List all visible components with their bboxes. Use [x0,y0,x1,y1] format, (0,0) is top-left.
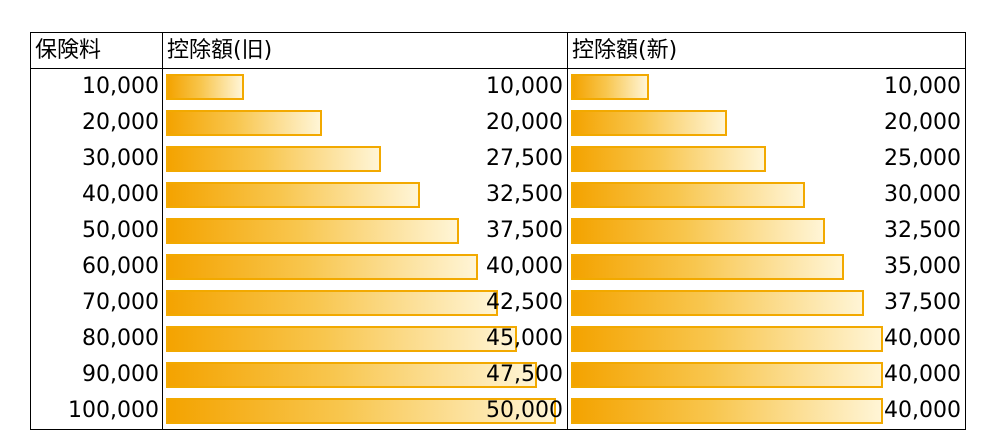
bar-deduction-new [571,326,883,352]
premium-value: 80,000 [82,326,159,351]
premium-value: 50,000 [82,218,159,243]
label-deduction-old: 20,000 [486,110,563,135]
bar-deduction-old [166,290,498,316]
label-deduction-new: 20,000 [884,110,961,135]
label-deduction-new: 40,000 [884,398,961,423]
header-deduction-old: 控除額(旧) [167,38,273,63]
premium-value: 10,000 [82,74,159,99]
label-deduction-old: 10,000 [486,74,563,99]
bar-deduction-new [571,182,805,208]
bar-deduction-old [166,110,322,136]
label-deduction-old: 32,500 [486,182,563,207]
premium-value: 60,000 [82,254,159,279]
bar-deduction-new [571,74,649,100]
bar-deduction-new [571,398,883,424]
header-divider [31,68,965,69]
premium-value: 90,000 [82,362,159,387]
label-deduction-old: 47,500 [486,362,563,387]
premium-value: 40,000 [82,182,159,207]
bar-deduction-old [166,182,420,208]
label-deduction-old: 37,500 [486,218,563,243]
deduction-table: 保険料 控除額(旧) 控除額(新) 10,000 10,000 10,000 20,0… [30,32,966,430]
premium-value: 100,000 [68,398,159,423]
bar-deduction-old [166,398,556,424]
bar-deduction-old [166,254,478,280]
label-deduction-new: 40,000 [884,362,961,387]
bar-deduction-old [166,326,517,352]
bar-deduction-old [166,218,459,244]
label-deduction-old: 40,000 [486,254,563,279]
label-deduction-old: 27,500 [486,146,563,171]
premium-value: 70,000 [82,290,159,315]
bar-deduction-old [166,146,381,172]
bar-deduction-new [571,362,883,388]
column-divider [162,33,163,429]
label-deduction-new: 25,000 [884,146,961,171]
label-deduction-new: 32,500 [884,218,961,243]
label-deduction-new: 35,000 [884,254,961,279]
label-deduction-old: 50,000 [486,398,563,423]
label-deduction-new: 30,000 [884,182,961,207]
header-deduction-new: 控除額(新) [572,38,678,63]
bar-deduction-old [166,74,244,100]
bar-deduction-old [166,362,537,388]
label-deduction-new: 37,500 [884,290,961,315]
premium-value: 30,000 [82,146,159,171]
bar-deduction-new [571,254,844,280]
header-premium: 保険料 [35,38,102,63]
bar-deduction-new [571,146,766,172]
label-deduction-old: 42,500 [486,290,563,315]
bar-deduction-new [571,110,727,136]
label-deduction-new: 10,000 [884,74,961,99]
label-deduction-old: 45,000 [486,326,563,351]
label-deduction-new: 40,000 [884,326,961,351]
column-divider [567,33,568,429]
bar-deduction-new [571,218,825,244]
bar-deduction-new [571,290,864,316]
premium-value: 20,000 [82,110,159,135]
